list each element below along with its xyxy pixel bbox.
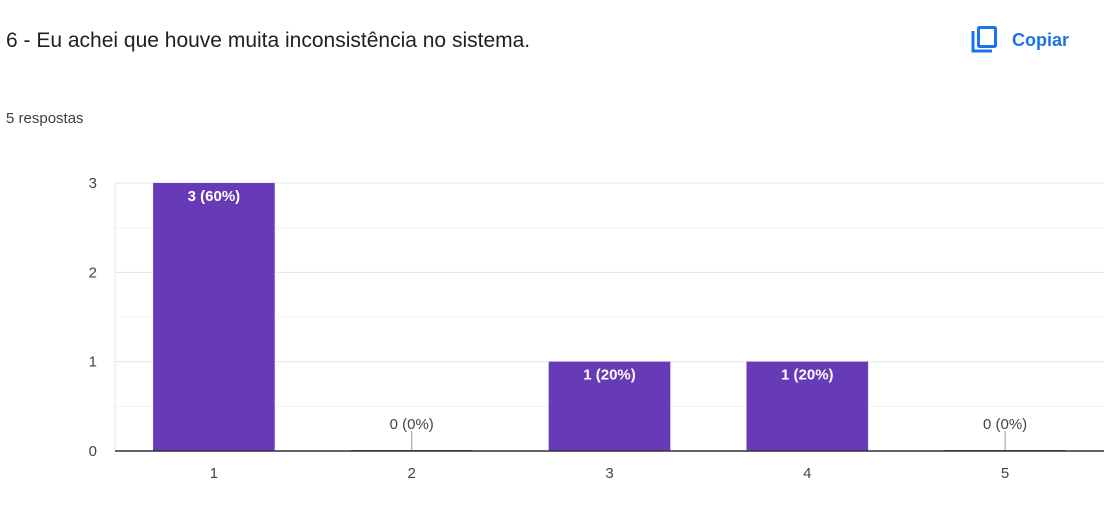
y-tick-label: 2 [89,264,97,281]
x-tick-label: 1 [210,465,218,482]
response-count: 5 respostas [6,110,84,127]
data-label-1: 3 (60%) [188,188,241,205]
data-label-4: 1 (20%) [781,367,834,384]
y-tick-label: 0 [89,443,97,460]
copy-button[interactable]: Copiar [962,20,1077,60]
x-tick-label: 5 [1001,465,1009,482]
bar-4 [746,361,869,451]
data-label-3: 1 (20%) [583,367,636,384]
x-tick-label: 2 [408,465,416,482]
bar-chart: 0 1 2 3 3 (60%) 1 0 (0%) 2 1 (20%) 3 1 (20%) 4 0 (0%… [89,175,1104,482]
x-tick-label: 4 [803,465,811,482]
question-title: 6 - Eu achei que houve muita inconsistên… [6,29,531,52]
data-label-2: 0 (0%) [390,416,434,433]
bar-1 [153,183,275,451]
data-label-5: 0 (0%) [983,416,1027,433]
y-tick-label: 3 [89,175,97,192]
bar-3 [548,361,671,451]
y-tick-label: 1 [89,354,97,371]
copy-icon [970,26,998,54]
x-tick-label: 3 [605,465,613,482]
copy-button-label: Copiar [1012,29,1070,50]
